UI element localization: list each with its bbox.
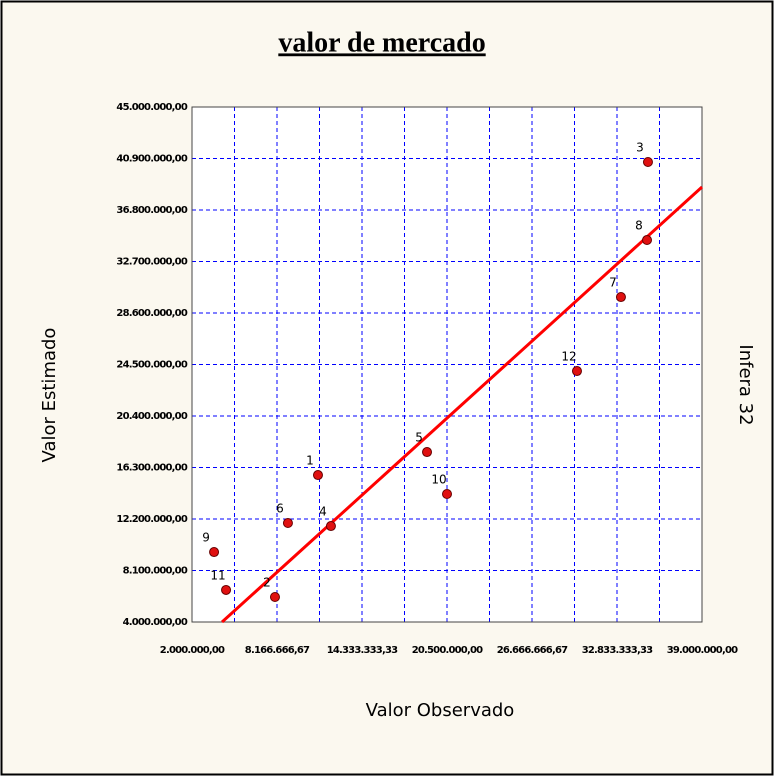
chart-title: valor de mercado [278, 27, 485, 58]
point-label: 7 [609, 276, 617, 290]
y-tick-label: 16.300.000,00 [116, 463, 187, 474]
y-tick-label: 45.000.000,00 [116, 102, 187, 113]
x-axis-label: Valor Observado [366, 700, 515, 721]
point-label: 9 [202, 531, 210, 545]
point-label: 12 [561, 350, 576, 364]
y-tick-label: 36.800.000,00 [116, 205, 187, 216]
point-label: 1 [306, 454, 314, 468]
point [221, 584, 232, 595]
y-tick-label: 24.500.000,00 [116, 360, 187, 371]
y-tick-label: 40.900.000,00 [116, 154, 187, 165]
point [269, 592, 280, 603]
y-tick-label: 12.200.000,00 [116, 514, 187, 525]
x-tick-label: 39.000.000,00 [667, 645, 738, 656]
point [422, 447, 433, 458]
x-tick-label: 26.666.666,67 [497, 645, 568, 656]
plot-border [191, 106, 703, 623]
point-label: 6 [276, 502, 284, 516]
y-tick-label: 32.700.000,00 [116, 257, 187, 268]
point [615, 292, 626, 303]
point [642, 235, 653, 246]
y-tick-label: 4.000.000,00 [123, 617, 188, 628]
x-tick-label: 2.000.000,00 [160, 645, 225, 656]
x-tick-label: 14.333.333,33 [327, 645, 398, 656]
point-label: 8 [635, 219, 643, 233]
point [209, 547, 220, 558]
point [442, 489, 452, 500]
y-axis-label: Valor Estimado [39, 328, 60, 463]
y-tick-label: 8.100.000,00 [123, 566, 188, 577]
point-label: 10 [431, 473, 446, 487]
point [312, 470, 323, 481]
point-label: 11 [210, 568, 225, 582]
point [571, 366, 582, 377]
point-label: 3 [636, 141, 644, 155]
x-tick-label: 20.500.000,00 [412, 645, 483, 656]
fit-line [221, 185, 704, 624]
point-label: 2 [263, 576, 271, 590]
x-tick-label: 8.166.666,67 [245, 645, 310, 656]
point-label: 4 [319, 505, 327, 519]
point [282, 518, 293, 529]
point [325, 521, 336, 532]
point [642, 157, 653, 168]
y-tick-label: 28.600.000,00 [116, 308, 187, 319]
point-label: 5 [415, 431, 423, 445]
y-tick-label: 20.400.000,00 [116, 411, 187, 422]
right-label: Infera 32 [735, 344, 756, 425]
x-tick-label: 32.833.333,33 [582, 645, 653, 656]
